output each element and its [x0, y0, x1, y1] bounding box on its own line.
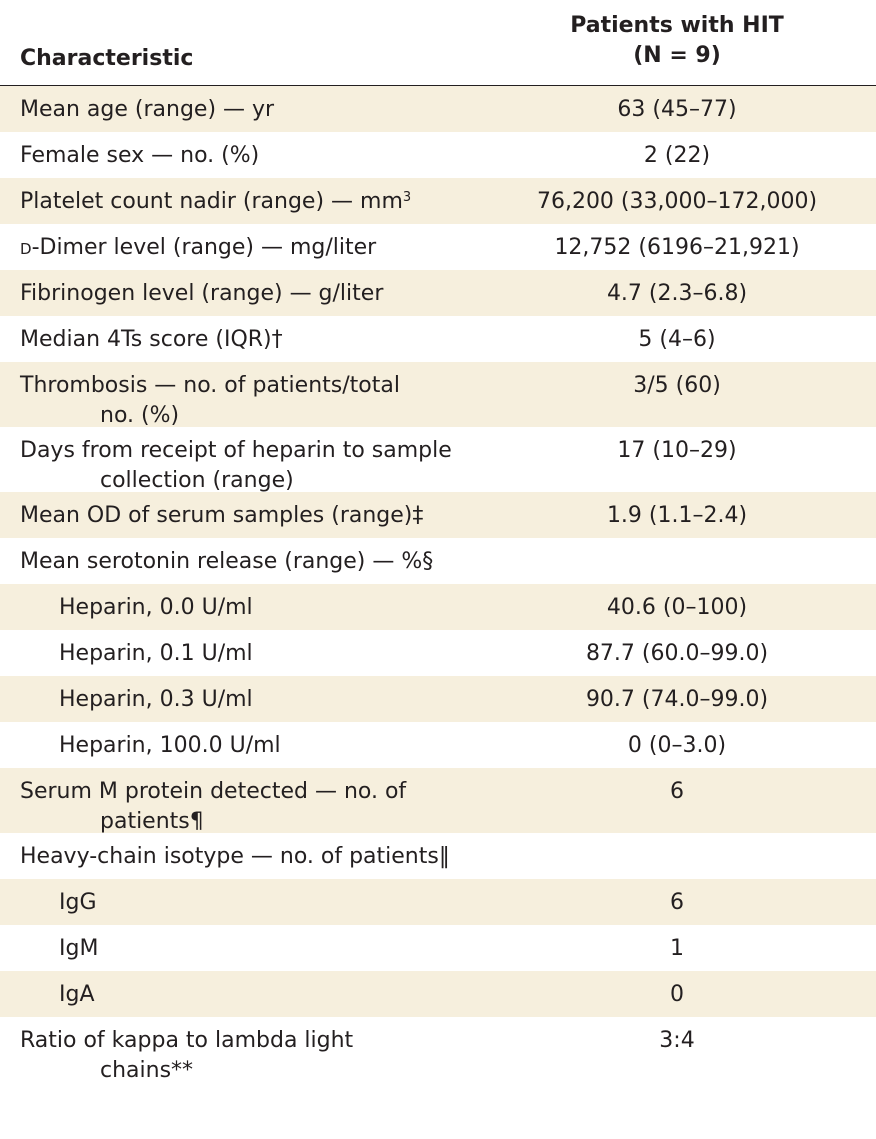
row-label: Mean serotonin release (range) — %§ [20, 549, 434, 574]
row-value: 3:4 [659, 1028, 695, 1053]
row-label: IgA [59, 982, 95, 1007]
table-row: Median 4Ts score (IQR)† 5 (4–6) [0, 316, 876, 362]
table-header: Characteristic Patients with HIT (N = 9) [0, 0, 876, 86]
row-value: 6 [670, 890, 684, 915]
row-label: Ratio of kappa to lambda light chains** [0, 1017, 478, 1083]
table-row: D-Dimer level (range) — mg/liter 12,752 … [0, 224, 876, 270]
row-label: Serum M protein detected — no. of patient… [0, 768, 478, 834]
table-row: Heparin, 100.0 U/ml 0 (0–3.0) [0, 722, 876, 768]
row-label: IgG [59, 890, 97, 915]
row-label: Heparin, 0.3 U/ml [59, 687, 253, 712]
row-value: 0 [670, 982, 684, 1007]
row-value: 1.9 (1.1–2.4) [606, 503, 748, 528]
patients-header-line1: Patients with HIT [570, 13, 784, 38]
row-label-text: Platelet count nadir (range) — mm [20, 189, 403, 214]
table-row: Mean age (range) — yr 63 (45–77) [0, 86, 876, 132]
table-row: Thrombosis — no. of patients/total no. (%… [0, 362, 876, 428]
row-label: Days from receipt of heparin to sample co… [0, 427, 478, 493]
row-value: 17 (10–29) [617, 438, 737, 463]
row-value: 63 (45–77) [617, 97, 737, 122]
row-label: Mean age (range) — yr [20, 97, 275, 122]
row-label-line2: collection (range) [100, 468, 294, 493]
table-row: Mean OD of serum samples (range)‡ 1.9 (1… [0, 492, 876, 538]
row-label: IgM [59, 936, 99, 961]
row-label-line2: no. (%) [100, 403, 180, 428]
row-label: Heavy-chain isotype — no. of patients‖ [20, 844, 450, 869]
row-label: Thrombosis — no. of patients/total no. (%… [0, 362, 478, 428]
row-value: 1 [670, 936, 684, 961]
table-row: Mean serotonin release (range) — %§ [0, 538, 876, 584]
row-value: 40.6 (0–100) [606, 595, 748, 620]
table-row: Heparin, 0.0 U/ml 40.6 (0–100) [0, 584, 876, 630]
row-label: Fibrinogen level (range) — g/liter [20, 281, 384, 306]
row-label-line2: patients¶ [100, 809, 204, 834]
row-label: Female sex — no. (%) [20, 143, 260, 168]
row-label: Heparin, 0.1 U/ml [59, 641, 253, 666]
row-label-line1: Ratio of kappa to lambda light [20, 1028, 354, 1053]
row-value: 90.7 (74.0–99.0) [585, 687, 769, 712]
small-caps-prefix: D [20, 240, 32, 258]
row-label: D-Dimer level (range) — mg/liter [0, 224, 478, 270]
table-row: Days from receipt of heparin to sample co… [0, 427, 876, 493]
row-label-line1: Serum M protein detected — no. of [20, 779, 407, 804]
row-label-superscript: 3 [402, 190, 412, 205]
table-row: Heparin, 0.3 U/ml 90.7 (74.0–99.0) [0, 676, 876, 722]
table-row: Fibrinogen level (range) — g/liter 4.7 (… [0, 270, 876, 316]
row-label: Mean OD of serum samples (range)‡ [20, 503, 424, 528]
patients-column-header: Patients with HIT (N = 9) [478, 11, 876, 71]
row-value [478, 538, 876, 584]
row-label: Platelet count nadir (range) — mm3 [0, 178, 478, 224]
characteristic-column-header: Characteristic [20, 46, 194, 71]
row-value: 3/5 (60) [633, 373, 721, 398]
row-value: 4.7 (2.3–6.8) [606, 281, 748, 306]
table-row: IgA 0 [0, 971, 876, 1017]
row-label-line1: Days from receipt of heparin to sample [20, 438, 452, 463]
table-row: IgM 1 [0, 925, 876, 971]
row-label: Heparin, 0.0 U/ml [59, 595, 253, 620]
row-label-line2: chains** [100, 1058, 194, 1083]
row-value: 76,200 (33,000–172,000) [536, 189, 818, 214]
table-row: Ratio of kappa to lambda light chains** 3… [0, 1017, 876, 1083]
table-row: Female sex — no. (%) 2 (22) [0, 132, 876, 178]
characteristics-table: Characteristic Patients with HIT (N = 9)… [0, 0, 876, 1083]
patients-header-line2: (N = 9) [633, 43, 721, 68]
table-row: IgG 6 [0, 879, 876, 925]
table-row: Heavy-chain isotype — no. of patients‖ [0, 833, 876, 879]
row-label: Heparin, 100.0 U/ml [59, 733, 281, 758]
row-value: 0 (0–3.0) [627, 733, 727, 758]
table-row: Platelet count nadir (range) — mm3 76,20… [0, 178, 876, 224]
row-label-text: -Dimer level (range) — mg/liter [31, 235, 377, 260]
row-value: 5 (4–6) [638, 327, 716, 352]
table-row: Heparin, 0.1 U/ml 87.7 (60.0–99.0) [0, 630, 876, 676]
row-value: 2 (22) [643, 143, 711, 168]
row-value [478, 833, 876, 879]
row-value: 87.7 (60.0–99.0) [585, 641, 769, 666]
row-label: Median 4Ts score (IQR)† [20, 327, 283, 352]
row-value: 6 [670, 779, 684, 804]
row-label-line1: Thrombosis — no. of patients/total [20, 373, 400, 398]
row-value: 12,752 (6196–21,921) [554, 235, 800, 260]
table-row: Serum M protein detected — no. of patient… [0, 768, 876, 834]
